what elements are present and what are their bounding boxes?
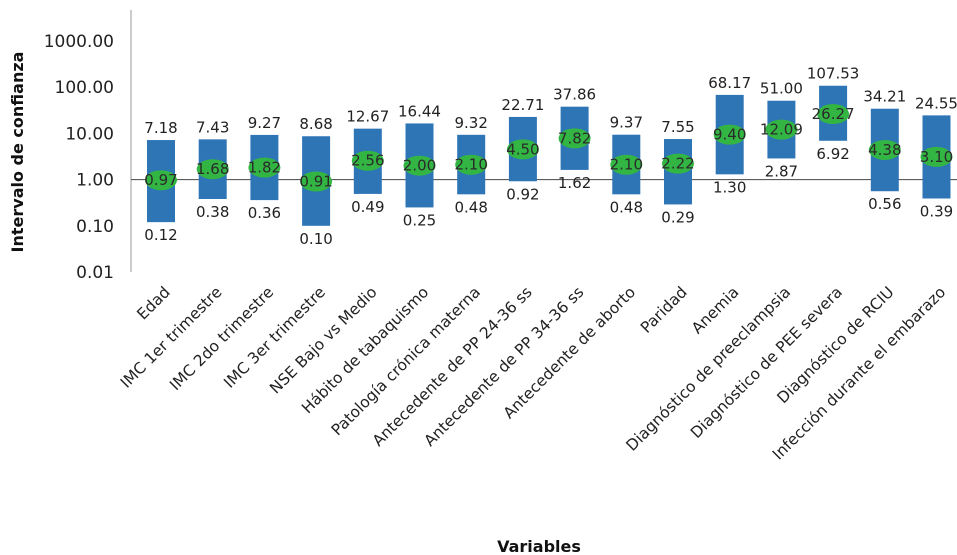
lower-bound-label: 0.48 [454,198,487,216]
odds-ratio-label: 2.56 [351,152,384,170]
y-axis-ticks: 0.01 0.10 1.00 10.00 100.00 1000.00 [44,32,114,283]
x-category-label: Paridad [637,283,691,337]
y-tick-label: 1000.00 [44,32,114,52]
odds-ratio-label: 26.27 [812,105,855,123]
upper-bound-label: 107.53 [807,65,860,83]
odds-ratio-label: 1.82 [248,159,281,177]
upper-bound-label: 7.18 [144,119,177,137]
lower-bound-label: 1.62 [558,174,591,192]
lower-bound-label: 0.49 [351,198,384,216]
upper-bound-label: 24.55 [915,94,957,112]
lower-bound-label: 1.30 [713,178,746,196]
odds-ratio-marker [455,154,488,175]
odds-ratio-marker [765,119,798,140]
odds-ratio-marker [506,139,539,160]
lower-bound-label: 0.25 [403,211,436,229]
upper-bound-label: 16.44 [398,102,441,120]
upper-bound-label: 7.43 [196,118,229,136]
upper-bound-label: 9.37 [610,114,643,132]
odds-ratio-label: 2.10 [454,156,487,174]
odds-ratio-label: 4.38 [868,141,901,159]
odds-ratio-label: 12.09 [760,121,803,139]
y-tick-label: 0.10 [76,217,114,237]
odds-ratio-points [145,104,953,192]
odds-ratio-label: 4.50 [506,140,539,158]
odds-ratio-label: 3.10 [920,148,953,166]
lower-bound-label: 0.56 [868,195,901,213]
odds-ratio-marker [920,146,953,167]
upper-bound-label: 9.32 [454,114,487,132]
upper-bound-label: 8.68 [299,115,332,133]
x-category-label: Edad [134,283,174,323]
odds-ratio-marker [817,104,850,125]
lower-bound-label: 2.87 [765,162,798,180]
lower-bound-label: 0.10 [299,230,332,248]
lower-bound-label: 0.36 [248,204,281,222]
lower-bound-label: 0.92 [506,185,539,203]
y-axis-title: Intervalo de confianza [8,52,27,253]
odds-ratio-marker [868,139,901,160]
odds-ratio-marker [300,171,333,192]
upper-bound-label: 37.86 [553,86,596,104]
upper-bound-label: 22.71 [501,96,544,114]
lower-bound-label: 0.39 [920,202,953,220]
lower-bound-label: 0.12 [144,226,177,244]
lower-bound-label: 0.48 [610,198,643,216]
odds-ratio-marker [558,128,591,149]
y-tick-label: 1.00 [76,171,114,191]
upper-bound-label: 12.67 [346,108,389,126]
odds-ratio-marker [351,150,384,171]
odds-ratio-marker [403,155,436,176]
odds-ratio-marker [713,124,746,145]
upper-bound-label: 34.21 [863,88,906,106]
upper-bound-label: 51.00 [760,80,803,98]
odds-ratio-marker [196,159,229,180]
upper-bound-label: 9.27 [248,114,281,132]
lower-bound-label: 6.92 [816,145,849,163]
odds-ratio-label: 9.40 [713,126,746,144]
odds-ratio-label: 0.97 [144,171,177,189]
upper-bound-label: 68.17 [708,74,751,92]
odds-ratio-marker [662,153,694,174]
lower-bound-label: 0.29 [661,208,694,226]
lower-bound-label: 0.38 [196,203,229,221]
odds-ratio-label: 1.68 [196,160,229,178]
x-axis-title: Variables [497,537,581,555]
odds-ratio-marker [610,154,643,175]
y-tick-label: 0.01 [76,263,114,283]
odds-ratio-label: 0.91 [299,172,332,190]
odds-ratio-label: 2.22 [661,155,694,173]
odds-ratio-label: 2.00 [403,157,436,175]
upper-bound-label: 7.55 [661,118,694,136]
odds-ratio-marker [145,170,177,191]
data-labels: 7.18 0.12 0.97 7.43 0.38 1.68 9.27 0.36 1.82 8.68… [144,65,957,248]
y-tick-label: 10.00 [65,124,114,144]
odds-ratio-marker [248,157,281,178]
odds-ratio-label: 2.10 [610,156,643,174]
odds-ratio-label: 7.82 [558,129,591,147]
y-tick-label: 100.00 [55,78,114,98]
